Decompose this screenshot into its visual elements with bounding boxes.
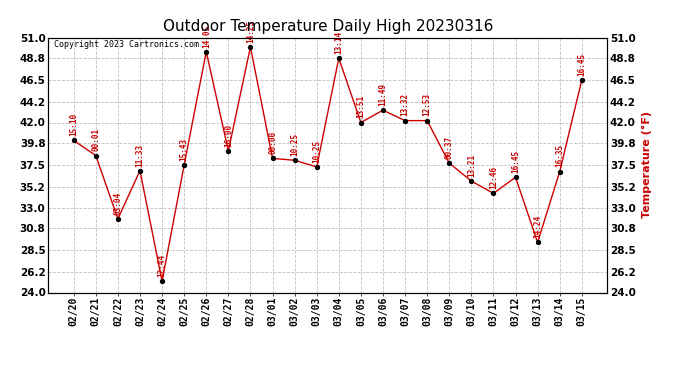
Text: 03:04: 03:04	[113, 192, 122, 214]
Point	[68, 138, 79, 144]
Point	[532, 240, 543, 246]
Point	[488, 190, 499, 196]
Point	[355, 120, 366, 126]
Text: 16:35: 16:35	[555, 144, 564, 168]
Text: 14:05: 14:05	[201, 24, 210, 48]
Text: 12:53: 12:53	[423, 93, 432, 117]
Point	[377, 107, 388, 113]
Point	[267, 155, 278, 161]
Point	[554, 169, 565, 175]
Point	[135, 168, 146, 174]
Point	[333, 55, 344, 61]
Point	[510, 174, 521, 180]
Text: 14:25: 14:25	[246, 20, 255, 43]
Text: 14:24: 14:24	[533, 215, 542, 238]
Point	[90, 153, 101, 159]
Text: 13:51: 13:51	[357, 95, 366, 118]
Text: 12:44: 12:44	[157, 254, 166, 277]
Point	[400, 118, 411, 124]
Text: 00:37: 00:37	[445, 136, 454, 159]
Y-axis label: Temperature (°F): Temperature (°F)	[642, 111, 651, 219]
Text: 11:49: 11:49	[379, 83, 388, 106]
Text: 12:46: 12:46	[489, 166, 498, 189]
Text: 15:10: 15:10	[69, 113, 78, 136]
Text: Copyright 2023 Cartronics.com: Copyright 2023 Cartronics.com	[54, 40, 199, 49]
Text: 13:21: 13:21	[467, 154, 476, 177]
Point	[223, 148, 234, 154]
Point	[576, 77, 587, 83]
Point	[466, 178, 477, 184]
Text: 00:00: 00:00	[268, 131, 277, 154]
Point	[311, 164, 322, 170]
Point	[157, 278, 168, 284]
Text: 13:14: 13:14	[334, 31, 344, 54]
Point	[245, 44, 256, 50]
Text: 11:33: 11:33	[135, 143, 144, 166]
Text: 10:25: 10:25	[290, 133, 299, 156]
Text: 13:32: 13:32	[401, 93, 410, 117]
Point	[179, 162, 190, 168]
Text: 16:45: 16:45	[578, 53, 586, 76]
Text: 16:00: 16:00	[224, 123, 233, 147]
Point	[422, 118, 433, 124]
Text: 15:43: 15:43	[179, 138, 188, 161]
Point	[444, 160, 455, 166]
Text: 00:01: 00:01	[91, 128, 100, 152]
Text: 16:45: 16:45	[511, 150, 520, 173]
Point	[112, 216, 124, 222]
Text: 10:25: 10:25	[312, 140, 322, 163]
Point	[201, 49, 212, 55]
Point	[289, 157, 300, 163]
Title: Outdoor Temperature Daily High 20230316: Outdoor Temperature Daily High 20230316	[163, 18, 493, 33]
